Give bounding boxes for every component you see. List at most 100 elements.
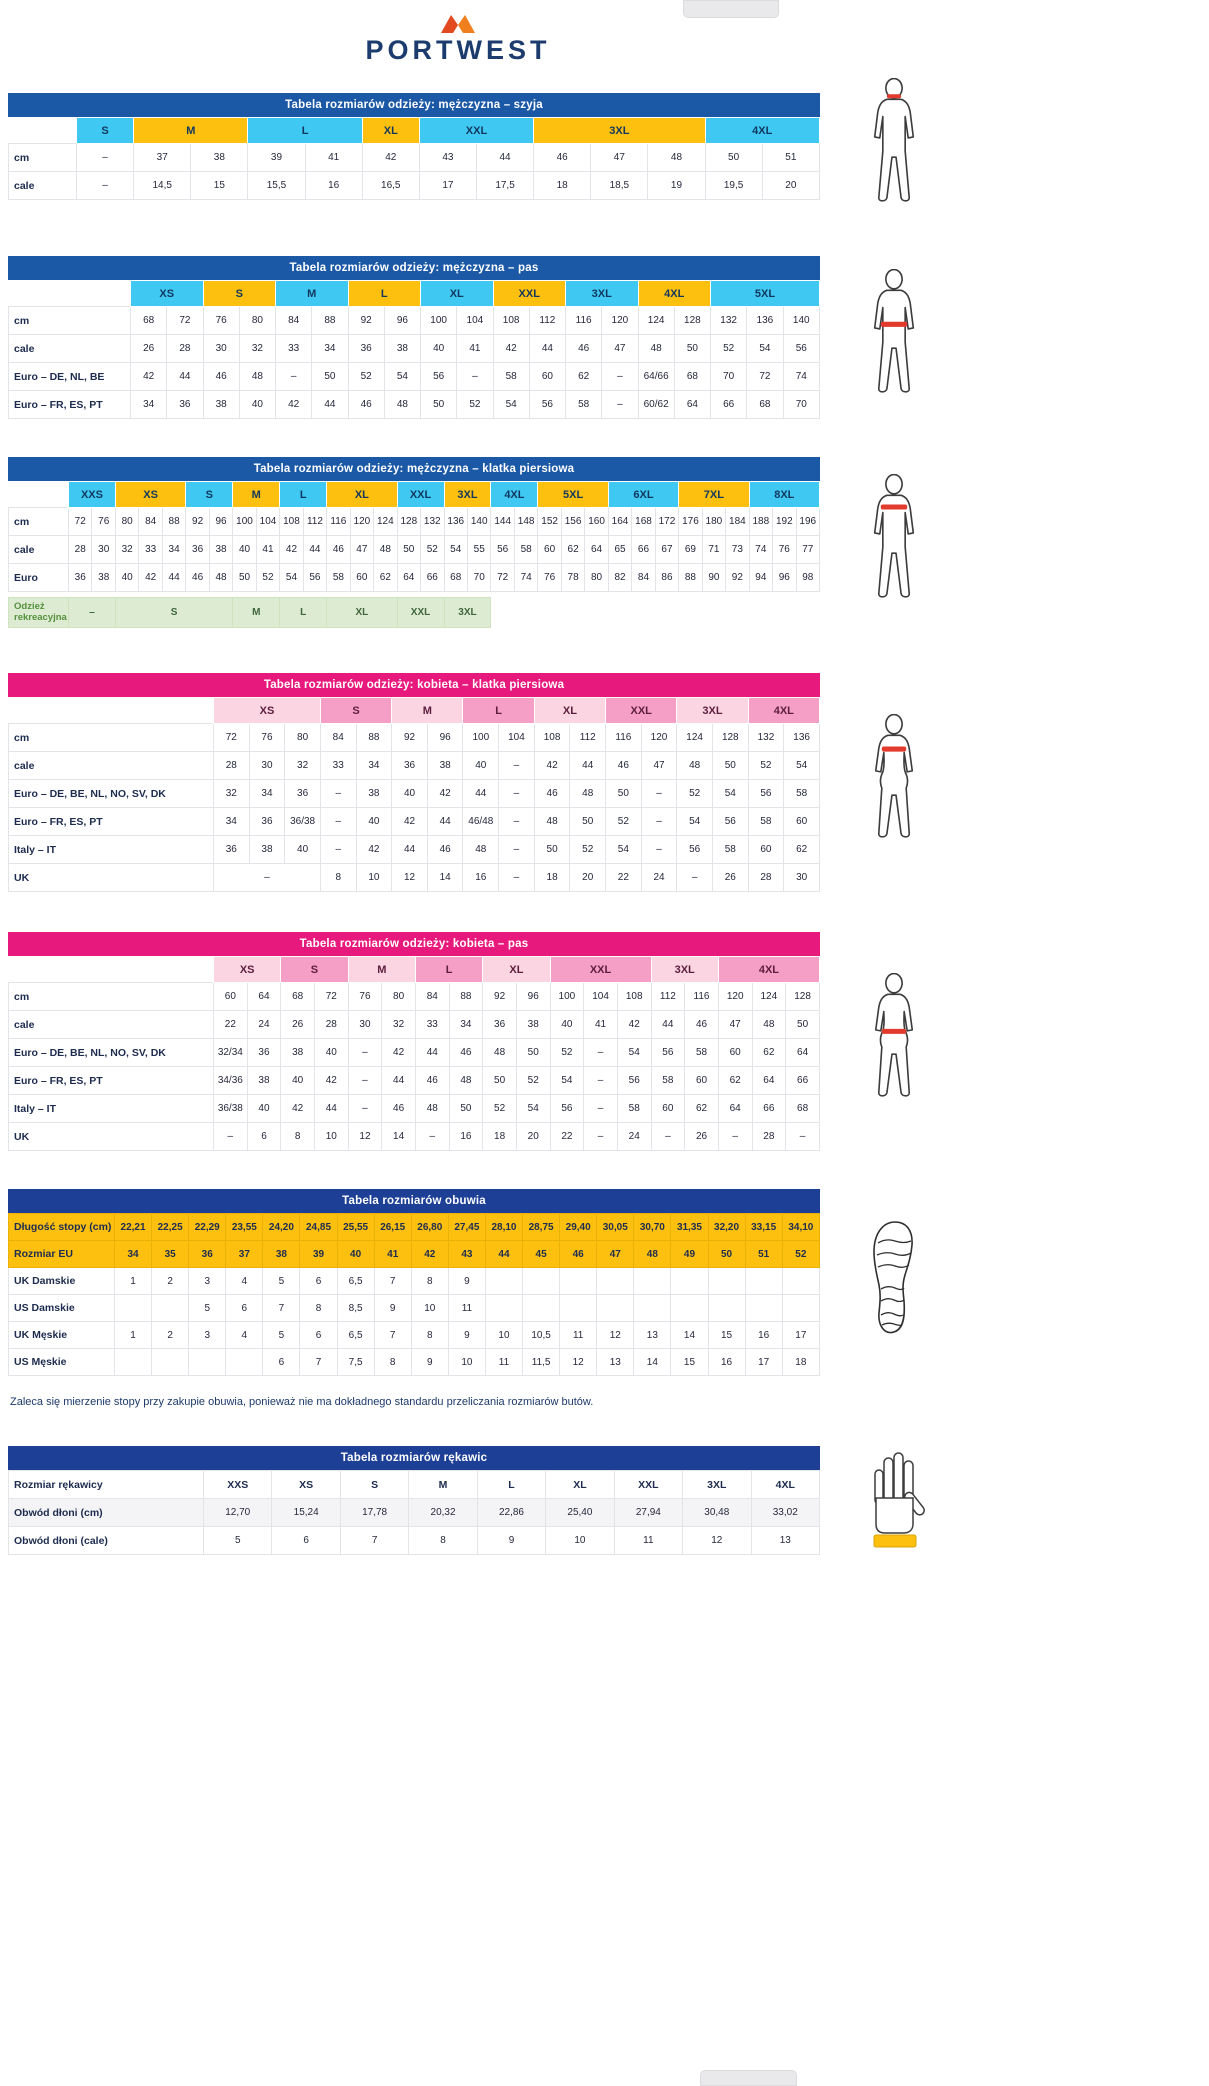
value-cell: 48 (462, 835, 500, 864)
value-cell: 54 (605, 835, 642, 864)
value-cell: XL (326, 597, 398, 628)
size-header-3XL: 3XL (676, 697, 749, 724)
value-cell: 15,24 (271, 1498, 341, 1527)
value-cell: 9 (447, 1267, 486, 1295)
value-cell: 38 (280, 1038, 315, 1067)
value-cell: L (476, 1470, 547, 1499)
value-cell: 68 (129, 306, 168, 335)
page-content: PORTWEST Tabela rozmiarów odzieży: mężcz… (8, 15, 968, 1555)
row-label: Italy – IT (8, 835, 214, 864)
value-cell: 88 (355, 723, 393, 752)
value-cell: 38 (190, 143, 249, 172)
value-cell: 196 (795, 507, 821, 536)
value-cell: 40 (280, 1066, 315, 1095)
value-cell: 42 (361, 143, 420, 172)
value-cell: 12 (596, 1321, 635, 1349)
value-cell: – (456, 362, 494, 391)
value-cell: 70 (709, 362, 748, 391)
value-cell: 3XL (443, 597, 492, 628)
value-cell: 33 (414, 1010, 450, 1039)
value-cell: – (498, 751, 535, 780)
value-cell (744, 1267, 783, 1295)
value-cell: 52 (747, 751, 785, 780)
value-cell: 92 (347, 306, 385, 335)
table-row: Euro – FR, ES, PT 34/36 38 40 42–44 46 48 50 52 5… (8, 1066, 820, 1095)
value-cell: 34 (448, 1010, 484, 1039)
value-cell: 132 (747, 723, 785, 752)
value-cell: 32 (284, 751, 321, 780)
value-cell: 164 (607, 507, 633, 536)
value-cell: 116 (326, 507, 351, 536)
value-cell: 96 (208, 507, 234, 536)
value-cell: 66 (631, 535, 656, 564)
value-cell: 47 (640, 751, 678, 780)
top-right-widget[interactable] (683, 0, 779, 18)
value-cell: 56 (490, 535, 515, 564)
value-cell: 50 (704, 143, 763, 172)
value-cell: 70 (782, 390, 820, 419)
value-cell: 116 (605, 723, 642, 752)
value-cell: 44 (569, 751, 607, 780)
value-cell: 12,70 (202, 1498, 273, 1527)
value-cell: 136 (783, 723, 820, 752)
value-cell: 112 (302, 507, 328, 536)
value-cell: 8 (319, 863, 357, 892)
value-cell (633, 1294, 672, 1322)
value-cell: 52 (482, 1094, 517, 1123)
table-row: Obwód dłoni (cm) 12,70 15,24 17,78 20,32 22,8… (8, 1498, 820, 1527)
value-cell: 20 (569, 863, 607, 892)
value-cell: 15 (707, 1321, 746, 1349)
value-cell: 52 (549, 1038, 585, 1067)
row-label: UK Damskie (8, 1267, 115, 1295)
value-cell: 6 (299, 1321, 338, 1349)
value-cell: – (717, 1122, 753, 1151)
value-cell: 56 (676, 835, 713, 864)
value-cell: – (414, 1122, 450, 1151)
value-cell: 140 (466, 507, 492, 536)
value-cell: 47 (590, 143, 649, 172)
size-header-XS: XS (130, 280, 204, 307)
table-row: cale –14,5 15 15,5 16 16,5 17 17,5 18 18,5 19 19,5 2… (8, 171, 821, 200)
value-cell: 26 (684, 1122, 719, 1151)
value-cell: 6,5 (336, 1321, 375, 1349)
footwear-note: Zaleca się mierzenie stopy przy zakupie … (10, 1396, 594, 1408)
size-table-women-waist-grid: XS S M L XL XXL 3XL 4XL cm 60 64 68 72 76 80 84 88 92 96 10… (8, 956, 821, 1151)
value-cell: 188 (748, 507, 774, 536)
value-cell: M (408, 1470, 478, 1499)
value-cell: 17 (744, 1348, 783, 1376)
value-cell: 7 (373, 1267, 412, 1295)
value-cell: 54 (676, 807, 713, 836)
value-cell: 56 (711, 807, 749, 836)
value-cell: 71 (701, 535, 727, 564)
value-cell: 3 (188, 1267, 227, 1295)
value-cell: 88 (448, 982, 484, 1011)
value-cell: 30 (347, 1010, 383, 1039)
value-cell: 46 (381, 1094, 416, 1123)
bottom-right-widget[interactable] (700, 2070, 797, 2086)
row-label: Rozmiar rękawicy (8, 1470, 204, 1499)
value-cell: 94 (748, 563, 774, 592)
size-header-M: M (391, 697, 464, 724)
value-cell (151, 1294, 190, 1322)
value-cell: 44 (391, 835, 428, 864)
value-cell: S (114, 597, 234, 628)
value-cell: 10 (447, 1348, 486, 1376)
value-cell: 47 (596, 1240, 635, 1268)
value-cell: 34,10 (781, 1213, 821, 1241)
size-table-women-waist-column: Tabela rozmiarów odzieży: kobieta – pas X… (8, 932, 821, 1151)
value-cell: 92 (391, 723, 428, 752)
value-cell: 17,5 (475, 171, 535, 200)
value-cell: 22,86 (476, 1498, 547, 1527)
value-cell: 42 (279, 535, 304, 564)
value-cell: 50 (673, 334, 712, 363)
value-cell: 32 (238, 334, 277, 363)
row-label: US Damskie (8, 1294, 115, 1322)
size-header-S: S (185, 481, 234, 508)
value-cell: 124 (637, 306, 675, 335)
value-cell: 46 (559, 1240, 598, 1268)
value-cell (744, 1294, 783, 1322)
value-cell: 17 (418, 171, 477, 200)
size-header-4XL: 4XL (717, 956, 821, 983)
size-table-men-waist-figure-area (820, 268, 968, 406)
